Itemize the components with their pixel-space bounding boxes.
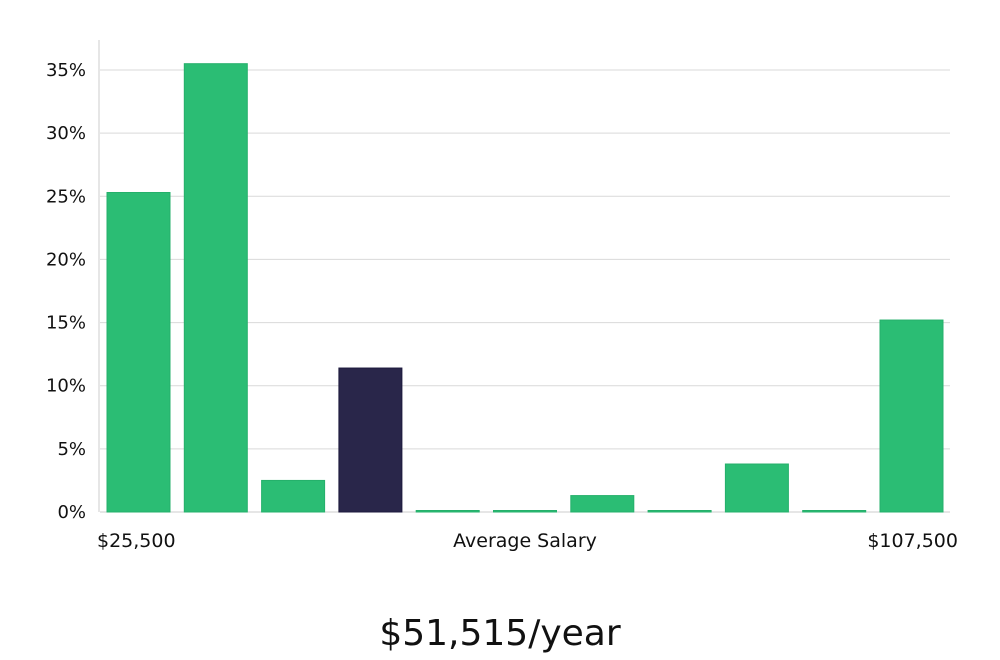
y-tick-label: 5% bbox=[57, 439, 86, 460]
salary-histogram-chart: 0% 5% 10% 15% 20% 25% 30% 35% $25,500 Average S… bbox=[46, 40, 958, 552]
y-tick-label: 25% bbox=[46, 186, 86, 207]
average-salary-headline: $51,515/year bbox=[379, 613, 621, 654]
bar bbox=[647, 510, 712, 513]
x-max-label: $107,500 bbox=[867, 530, 958, 552]
y-tick-label: 0% bbox=[57, 502, 86, 523]
y-tick-label: 35% bbox=[46, 60, 86, 81]
y-tick-labels: 0% 5% 10% 15% 20% 25% 30% 35% bbox=[46, 60, 86, 523]
bar bbox=[879, 319, 944, 513]
bar bbox=[570, 495, 635, 513]
bar bbox=[415, 510, 480, 513]
bar bbox=[183, 63, 248, 513]
bar bbox=[724, 463, 789, 513]
y-tick-label: 30% bbox=[46, 123, 86, 144]
y-tick-label: 15% bbox=[46, 313, 86, 334]
x-min-label: $25,500 bbox=[97, 530, 176, 552]
bar bbox=[802, 510, 867, 513]
bar bbox=[261, 479, 326, 513]
bars bbox=[106, 63, 944, 513]
bar-highlighted bbox=[338, 367, 403, 513]
y-tick-label: 10% bbox=[46, 376, 86, 397]
bar bbox=[106, 191, 171, 513]
x-axis-label: Average Salary bbox=[453, 530, 597, 552]
y-tick-label: 20% bbox=[46, 249, 86, 270]
bar bbox=[493, 510, 557, 513]
